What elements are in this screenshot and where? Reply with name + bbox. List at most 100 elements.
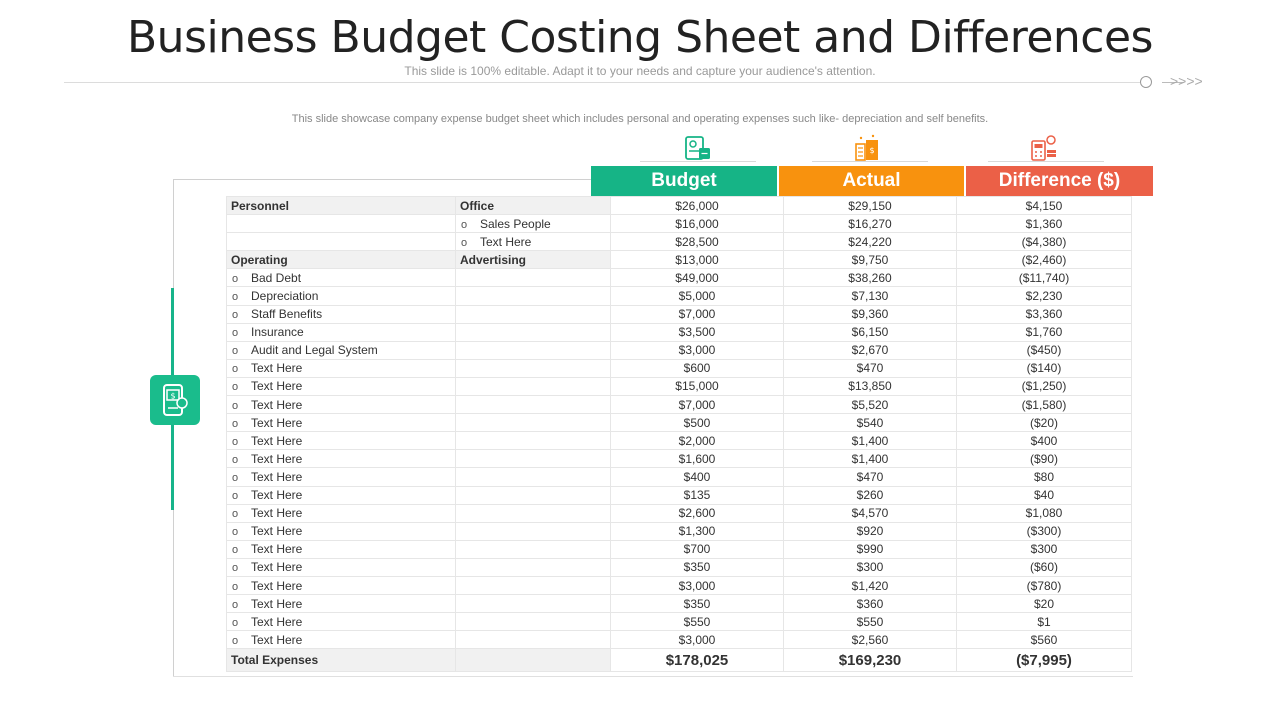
subcategory-cell bbox=[455, 521, 611, 541]
difference-cell: $300 bbox=[956, 539, 1132, 559]
difference-cell: $80 bbox=[956, 467, 1132, 487]
table-row: o Text Here $3,000 $2,560 $560 bbox=[226, 630, 1132, 650]
table-row: o Text Here $1,600 $1,400 ($90) bbox=[226, 449, 1132, 469]
table-row: o Sales People $16,000 $16,270 $1,360 bbox=[226, 214, 1132, 234]
table-row: o Text Here $15,000 $13,850 ($1,250) bbox=[226, 376, 1132, 397]
difference-cell: ($140) bbox=[956, 358, 1132, 378]
category-cell-text: Text Here bbox=[251, 361, 303, 376]
total-actual: $169,230 bbox=[783, 648, 957, 673]
actual-cell: $6,150 bbox=[783, 322, 957, 342]
bullet-icon: o bbox=[232, 490, 239, 503]
buildings-icon: $ bbox=[853, 134, 883, 162]
budget-cell: $350 bbox=[610, 594, 784, 614]
category-cell: Operating bbox=[226, 250, 456, 270]
difference-cell: $4,150 bbox=[956, 195, 1132, 216]
category-cell-text: Depreciation bbox=[251, 289, 319, 304]
table-row: o Text Here $28,500 $24,220 ($4,380) bbox=[226, 232, 1132, 252]
actual-cell: $360 bbox=[783, 594, 957, 614]
subcategory-cell bbox=[455, 376, 611, 397]
budget-cell: $3,000 bbox=[610, 575, 784, 596]
category-cell: o Text Here bbox=[226, 575, 456, 596]
budget-cell: $2,000 bbox=[610, 431, 784, 451]
chevron-ornament: >>>> bbox=[1170, 73, 1203, 89]
category-cell-text: Text Here bbox=[251, 433, 303, 448]
difference-cell: $40 bbox=[956, 485, 1132, 505]
actual-cell: $2,670 bbox=[783, 340, 957, 360]
table-row: o Bad Debt $49,000 $38,260 ($11,740) bbox=[226, 268, 1132, 288]
category-cell-text: Text Here bbox=[251, 415, 303, 430]
category-cell-text: Staff Benefits bbox=[251, 307, 323, 322]
subcategory-cell bbox=[455, 594, 611, 614]
actual-cell: $7,130 bbox=[783, 286, 957, 306]
page-subtitle: This slide is 100% editable. Adapt it to… bbox=[404, 64, 876, 78]
budget-cell: $49,000 bbox=[610, 268, 784, 288]
category-cell-text: Text Here bbox=[251, 542, 303, 557]
calculator-coins-icon bbox=[1029, 134, 1059, 162]
subcategory-cell bbox=[455, 539, 611, 559]
subcategory-cell bbox=[455, 630, 611, 650]
budget-cell: $550 bbox=[610, 612, 784, 632]
budget-cell: $1,600 bbox=[610, 449, 784, 469]
category-cell: o Text Here bbox=[226, 539, 456, 559]
actual-cell: $2,560 bbox=[783, 630, 957, 650]
bullet-icon: o bbox=[232, 327, 239, 340]
table-row: o Text Here $3,000 $1,420 ($780) bbox=[226, 575, 1132, 596]
category-cell: o Text Here bbox=[226, 358, 456, 378]
bullet-icon: o bbox=[232, 291, 239, 304]
bullet-icon: o bbox=[232, 345, 239, 358]
table-row: Personnel Office $26,000 $29,150 $4,150 bbox=[226, 195, 1132, 216]
budget-cell: $7,000 bbox=[610, 395, 784, 415]
budget-cell: $3,500 bbox=[610, 322, 784, 342]
difference-cell: ($1,580) bbox=[956, 395, 1132, 415]
bullet-icon: o bbox=[232, 616, 239, 629]
bullet-icon: o bbox=[232, 363, 239, 376]
budget-cell: $26,000 bbox=[610, 195, 784, 216]
category-cell: o Text Here bbox=[226, 594, 456, 614]
subcategory-cell bbox=[455, 612, 611, 632]
category-cell bbox=[226, 214, 456, 234]
category-cell: o Insurance bbox=[226, 322, 456, 342]
difference-cell: ($300) bbox=[956, 521, 1132, 541]
subcategory-cell bbox=[455, 485, 611, 505]
title-divider bbox=[64, 82, 1140, 83]
category-cell-text: Text Here bbox=[251, 524, 303, 539]
category-cell-text: Audit and Legal System bbox=[251, 343, 378, 358]
category-cell: o Text Here bbox=[226, 376, 456, 397]
budget-cell: $28,500 bbox=[610, 232, 784, 252]
actual-cell: $1,400 bbox=[783, 449, 957, 469]
budget-cell: $700 bbox=[610, 539, 784, 559]
subcategory-cell: Advertising bbox=[455, 250, 611, 270]
budget-cell: $135 bbox=[610, 485, 784, 505]
slide-description: This slide showcase company expense budg… bbox=[291, 113, 989, 125]
table-row: o Text Here $350 $300 ($60) bbox=[226, 557, 1132, 577]
category-cell-text: Text Here bbox=[251, 397, 303, 412]
total-difference: ($7,995) bbox=[956, 648, 1132, 673]
subcategory-cell bbox=[455, 286, 611, 306]
total-label: Total Expenses bbox=[226, 648, 456, 673]
category-cell-text: Text Here bbox=[251, 560, 303, 575]
difference-cell: $1,760 bbox=[956, 322, 1132, 342]
budget-cell: $13,000 bbox=[610, 250, 784, 270]
category-cell: Personnel bbox=[226, 195, 456, 216]
total-row: Total Expenses $178,025 $169,230 ($7,995… bbox=[226, 648, 1132, 673]
subcategory-cell-text: Office bbox=[460, 198, 495, 213]
subcategory-cell bbox=[455, 449, 611, 469]
bullet-icon: o bbox=[232, 453, 239, 466]
bullet-icon: o bbox=[232, 508, 239, 521]
category-cell: o Audit and Legal System bbox=[226, 340, 456, 360]
table-row: o Text Here $550 $550 $1 bbox=[226, 612, 1132, 632]
category-cell-text: Text Here bbox=[251, 451, 303, 466]
difference-cell: ($90) bbox=[956, 449, 1132, 469]
bullet-icon: o bbox=[461, 236, 468, 249]
budget-cell: $400 bbox=[610, 467, 784, 487]
difference-cell: $1 bbox=[956, 612, 1132, 632]
svg-text:$: $ bbox=[170, 392, 175, 401]
difference-cell: ($1,250) bbox=[956, 376, 1132, 397]
category-cell-text: Bad Debt bbox=[251, 270, 302, 285]
budget-cell: $15,000 bbox=[610, 376, 784, 397]
actual-cell: $470 bbox=[783, 467, 957, 487]
table-row: o Text Here $600 $470 ($140) bbox=[226, 358, 1132, 378]
category-cell-text: Text Here bbox=[251, 488, 303, 503]
subcategory-cell: Office bbox=[455, 195, 611, 216]
bullet-icon: o bbox=[232, 544, 239, 557]
